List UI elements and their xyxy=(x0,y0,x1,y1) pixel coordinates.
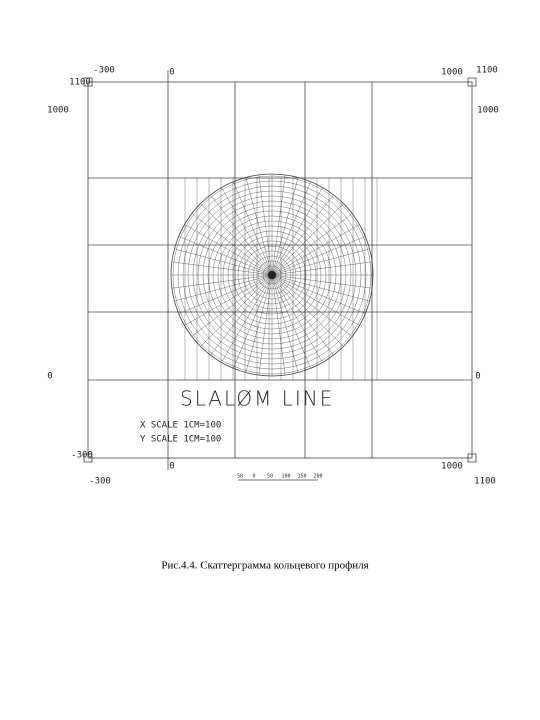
ray xyxy=(271,181,311,276)
corner-mark xyxy=(467,453,477,463)
axis-label: 1000 xyxy=(477,106,499,116)
ray xyxy=(258,274,273,376)
axis-label: 0 xyxy=(475,372,480,382)
scale-label: 100 xyxy=(281,474,290,480)
axis-label: 0 xyxy=(169,462,174,472)
ray xyxy=(245,274,273,373)
ray xyxy=(271,274,286,376)
axis-label: 1100 xyxy=(69,78,91,88)
ray xyxy=(221,187,273,276)
axis-label: -300 xyxy=(93,66,115,76)
figure-frame xyxy=(83,70,477,481)
ray xyxy=(271,274,334,356)
scale-label: 0 xyxy=(252,474,255,480)
ray xyxy=(271,236,366,276)
ray xyxy=(271,224,360,276)
axis-label: 1000 xyxy=(47,106,69,116)
plot-title: SLALØM LINE xyxy=(180,387,334,411)
ray xyxy=(233,181,273,276)
corner-mark xyxy=(83,77,93,87)
corner-mark xyxy=(83,453,93,463)
ray xyxy=(210,274,273,356)
ray xyxy=(271,274,360,326)
ray xyxy=(200,203,273,276)
axis-label: -300 xyxy=(89,477,111,487)
corner-mark xyxy=(467,77,477,87)
ray xyxy=(271,187,323,276)
ray xyxy=(271,248,370,276)
ray xyxy=(191,274,273,337)
ray xyxy=(271,261,373,276)
ray xyxy=(184,224,273,276)
ray xyxy=(271,274,373,289)
frame xyxy=(87,81,473,459)
ray xyxy=(245,177,273,276)
ray xyxy=(200,274,273,347)
ray xyxy=(271,203,344,276)
scale-label: 200 xyxy=(313,474,322,480)
ray xyxy=(233,274,273,369)
center xyxy=(268,271,276,279)
ray xyxy=(258,174,273,276)
ray xyxy=(271,274,353,337)
caption: Рис.4.4. Скаттерграмма кольцевого профил… xyxy=(161,560,368,572)
ray xyxy=(271,194,334,276)
y-scale: Y SCALE 1CM=100 xyxy=(140,435,221,445)
ray xyxy=(174,248,273,276)
ray xyxy=(271,177,299,276)
ray xyxy=(191,213,273,276)
scatter-mesh xyxy=(170,173,378,380)
ray xyxy=(178,274,273,314)
ray xyxy=(271,274,344,347)
axis-label: 1000 xyxy=(441,462,463,472)
ray xyxy=(184,274,273,326)
ray xyxy=(271,274,366,314)
axis-label: -300 xyxy=(71,451,93,461)
ray xyxy=(271,274,370,302)
axis-label: 0 xyxy=(47,372,52,382)
ray xyxy=(178,236,273,276)
ray xyxy=(271,213,353,276)
ray xyxy=(271,274,311,369)
scale-label: 50 xyxy=(237,474,243,480)
ray xyxy=(271,274,323,363)
ray xyxy=(174,274,273,302)
ray xyxy=(171,261,273,276)
scale-label: 150 xyxy=(297,474,306,480)
axis-label: 0 xyxy=(169,68,174,78)
x-scale: X SCALE 1CM=100 xyxy=(140,421,221,431)
ray xyxy=(221,274,273,363)
axis-label: 1100 xyxy=(476,66,498,76)
ray xyxy=(271,274,299,373)
ray xyxy=(171,274,273,289)
scale-label: 50 xyxy=(267,474,273,480)
axis-label: 1100 xyxy=(474,477,496,487)
axis-label: 1000 xyxy=(441,68,463,78)
ray xyxy=(210,194,273,276)
ray xyxy=(271,174,286,276)
